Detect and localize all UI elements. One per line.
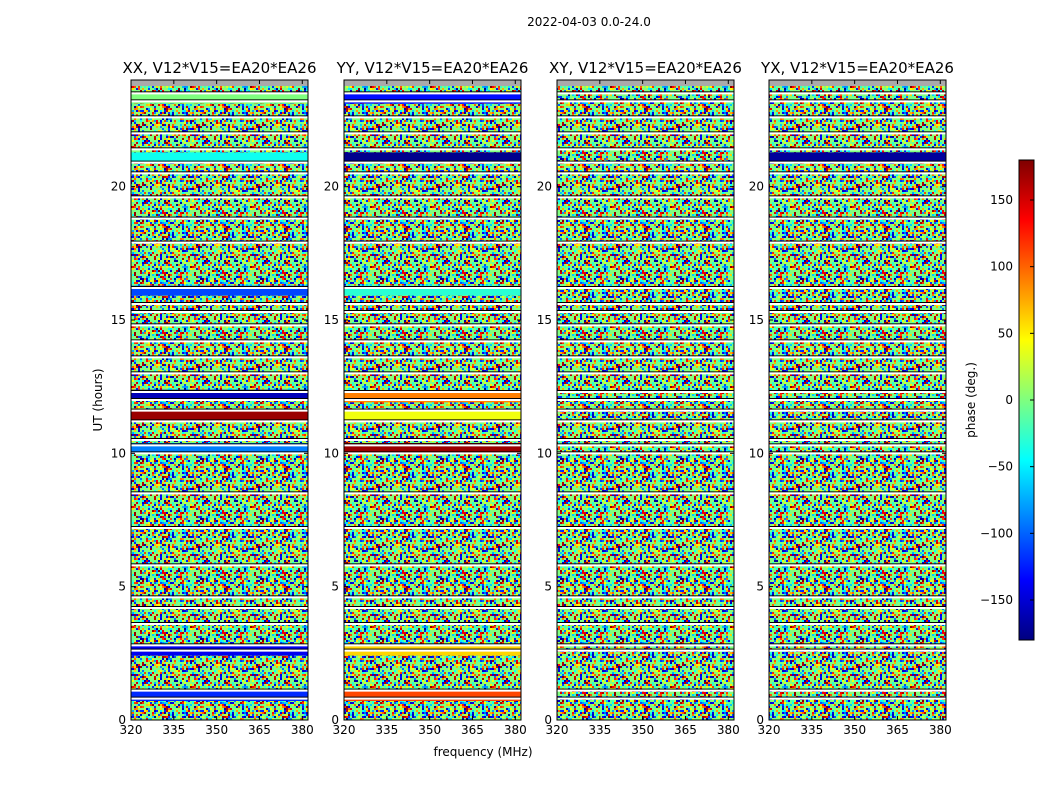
phase-band <box>769 152 946 163</box>
phase-band <box>131 691 308 701</box>
phase-band <box>344 411 521 421</box>
panel-frame <box>768 79 947 721</box>
colorbar-tick-label: 0 <box>1005 393 1013 407</box>
panel-title: XY, V12*V15=EA20*EA26 <box>549 59 742 77</box>
y-tick-label: 15 <box>537 313 552 327</box>
phase-band <box>344 392 521 403</box>
colorbar-tick-label: −150 <box>980 593 1013 607</box>
y-tick-label: 20 <box>749 180 764 194</box>
x-tick-label: 335 <box>375 723 398 737</box>
phase-band <box>131 93 308 104</box>
x-tick-label: 380 <box>929 723 952 737</box>
y-tick-label: 20 <box>537 180 552 194</box>
x-tick-label: 320 <box>758 723 781 737</box>
x-tick-label: 320 <box>333 723 356 737</box>
top-strip <box>557 80 734 86</box>
y-tick-label: 15 <box>111 313 126 327</box>
x-tick-label: 350 <box>418 723 441 737</box>
panel-4: YX, V12*V15=EA20*EA26 320 335 350 365 380 0 5 10… <box>749 59 954 737</box>
y-tick-label: 0 <box>544 713 552 727</box>
x-tick-label: 350 <box>631 723 654 737</box>
y-tick-label: 10 <box>537 446 552 460</box>
y-tick-label: 10 <box>749 446 764 460</box>
phase-band <box>344 285 521 296</box>
x-tick-label: 335 <box>162 723 185 737</box>
x-tick-label: 320 <box>546 723 569 737</box>
y-tick-label: 5 <box>331 580 339 594</box>
phase-band <box>131 443 308 453</box>
y-tick-label: 20 <box>324 180 339 194</box>
phase-band <box>131 285 308 296</box>
colorbar-tick-label: 100 <box>990 260 1013 274</box>
x-axis-label: frequency (MHz) <box>433 745 532 759</box>
colorbar: 150 100 50 0 −50 −100 −150 <box>980 159 1035 641</box>
x-tick-label: 365 <box>248 723 271 737</box>
x-tick-label: 320 <box>120 723 143 737</box>
panel-frame <box>343 79 522 721</box>
y-tick-label: 0 <box>756 713 764 727</box>
phase-band <box>344 691 521 701</box>
colorbar-tick-label: −100 <box>980 526 1013 540</box>
y-axis-label: UT (hours) <box>91 368 105 431</box>
x-tick-label: 335 <box>800 723 823 737</box>
panel-2: YY, V12*V15=EA20*EA26 320 335 350 365 380 0 5 10… <box>324 59 529 737</box>
y-tick-label: 5 <box>544 580 552 594</box>
phase-band <box>344 443 521 453</box>
y-tick-label: 20 <box>111 180 126 194</box>
y-tick-label: 0 <box>331 713 339 727</box>
colorbar-label: phase (deg.) <box>964 362 978 438</box>
y-tick-label: 0 <box>118 713 126 727</box>
top-strip <box>769 80 946 86</box>
x-tick-label: 380 <box>504 723 527 737</box>
y-tick-label: 5 <box>118 580 126 594</box>
panel-1: XX, V12*V15=EA20*EA26 320 335 350 365 380 0 5 10… <box>111 59 317 737</box>
top-strip <box>344 80 521 86</box>
colorbar-tick-label: 50 <box>998 326 1013 340</box>
y-tick-label: 5 <box>756 580 764 594</box>
phase-band <box>344 93 521 104</box>
phase-band <box>344 152 521 163</box>
x-tick-label: 350 <box>205 723 228 737</box>
phase-band <box>131 152 308 163</box>
panel-title: YX, V12*V15=EA20*EA26 <box>760 59 954 77</box>
x-tick-label: 380 <box>291 723 314 737</box>
y-tick-label: 10 <box>324 446 339 460</box>
panel-title: XX, V12*V15=EA20*EA26 <box>122 59 316 77</box>
phase-band <box>131 389 308 400</box>
y-tick-label: 10 <box>111 446 126 460</box>
x-tick-label: 365 <box>886 723 909 737</box>
y-tick-label: 15 <box>324 313 339 327</box>
colorbar-tick-label: 150 <box>990 193 1013 207</box>
panels: XX, V12*V15=EA20*EA26 320 335 350 365 380 0 5 10… <box>111 59 954 737</box>
x-tick-label: 335 <box>588 723 611 737</box>
panel-title: YY, V12*V15=EA20*EA26 <box>336 59 529 77</box>
top-strip <box>131 80 308 86</box>
x-tick-label: 380 <box>717 723 740 737</box>
figure-title: 2022-04-03 0.0-24.0 <box>527 15 651 29</box>
panel-frame <box>556 79 735 721</box>
x-tick-label: 365 <box>461 723 484 737</box>
panel-3: XY, V12*V15=EA20*EA26 320 335 350 365 380 0 5 10… <box>537 59 742 737</box>
phase-band <box>131 411 308 421</box>
x-tick-label: 365 <box>674 723 697 737</box>
colorbar-tick-label: −50 <box>988 460 1013 474</box>
y-tick-label: 15 <box>749 313 764 327</box>
x-tick-label: 350 <box>843 723 866 737</box>
panel-frame <box>130 79 309 721</box>
